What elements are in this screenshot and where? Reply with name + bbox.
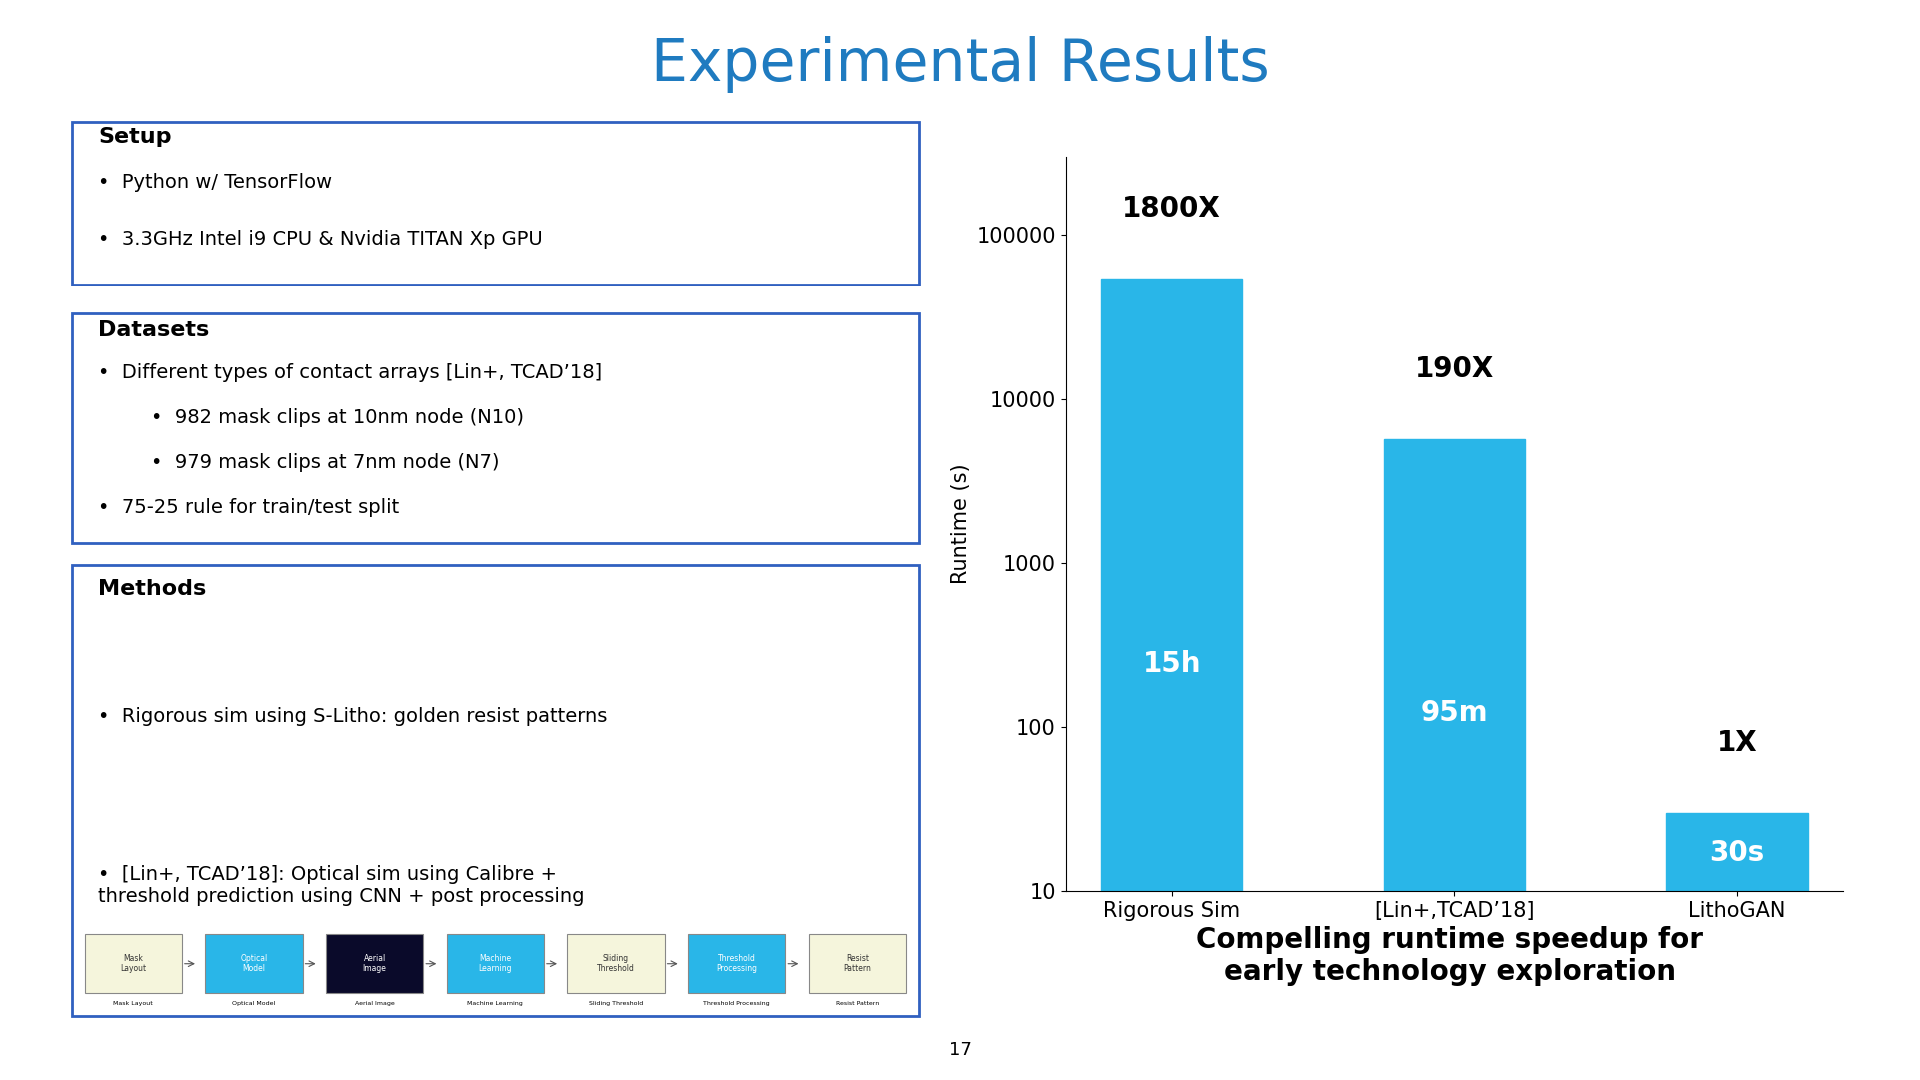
Text: •  Rigorous sim using S-Litho: golden resist patterns: • Rigorous sim using S-Litho: golden res… [98,707,607,726]
Text: •  3.3GHz Intel i9 CPU & Nvidia TITAN Xp GPU: • 3.3GHz Intel i9 CPU & Nvidia TITAN Xp … [98,230,543,249]
Text: Compelling runtime speedup for
early technology exploration: Compelling runtime speedup for early tec… [1196,926,1703,986]
Text: Aerial Image: Aerial Image [355,1001,394,1007]
Text: 1800X: 1800X [1123,194,1221,222]
Y-axis label: Runtime (s): Runtime (s) [950,463,972,584]
Text: Optical Model: Optical Model [232,1001,276,1007]
Text: Methods: Methods [98,579,207,599]
Text: Machine Learning: Machine Learning [467,1001,524,1007]
FancyBboxPatch shape [73,566,920,1016]
FancyBboxPatch shape [205,934,303,994]
Text: Aerial
Image: Aerial Image [363,954,386,973]
Text: Resist Pattern: Resist Pattern [835,1001,879,1007]
Text: Optical
Model: Optical Model [240,954,267,973]
Text: •  979 mask clips at 7nm node (N7): • 979 mask clips at 7nm node (N7) [152,453,499,472]
Text: •  Python w/ TensorFlow: • Python w/ TensorFlow [98,173,332,192]
Bar [1667,813,1809,1080]
Text: Mask
Layout: Mask Layout [121,954,146,973]
Text: 30s: 30s [1709,839,1764,867]
Text: 190X: 190X [1415,354,1494,382]
FancyBboxPatch shape [568,934,664,994]
Text: •  75-25 rule for train/test split: • 75-25 rule for train/test split [98,498,399,517]
Text: Datasets: Datasets [98,320,209,340]
Text: Machine
Learning: Machine Learning [478,954,513,973]
FancyBboxPatch shape [687,934,785,994]
Text: 95m: 95m [1421,699,1488,727]
Text: Resist
Pattern: Resist Pattern [843,954,872,973]
FancyBboxPatch shape [73,312,920,543]
Text: 15h: 15h [1142,649,1200,677]
Text: Threshold Processing: Threshold Processing [703,1001,770,1007]
Text: •  982 mask clips at 10nm node (N10): • 982 mask clips at 10nm node (N10) [152,408,524,427]
Text: 17: 17 [948,1041,972,1059]
Bar [1100,279,1242,1080]
Text: Sliding
Threshold: Sliding Threshold [597,954,636,973]
FancyBboxPatch shape [808,934,906,994]
Text: Experimental Results: Experimental Results [651,36,1269,93]
FancyBboxPatch shape [447,934,543,994]
FancyBboxPatch shape [84,934,182,994]
Text: Threshold
Processing: Threshold Processing [716,954,756,973]
FancyBboxPatch shape [73,122,920,284]
FancyBboxPatch shape [326,934,422,994]
Text: •  Different types of contact arrays [Lin+, TCAD’18]: • Different types of contact arrays [Lin… [98,363,603,382]
Text: •  [Lin+, TCAD’18]: Optical sim using Calibre +
threshold prediction using CNN +: • [Lin+, TCAD’18]: Optical sim using Cal… [98,865,586,906]
Text: 1X: 1X [1716,729,1757,757]
Text: Setup: Setup [98,127,171,147]
Bar [1384,438,1524,1080]
Text: Mask Layout: Mask Layout [113,1001,154,1007]
Text: Sliding Threshold: Sliding Threshold [589,1001,643,1007]
